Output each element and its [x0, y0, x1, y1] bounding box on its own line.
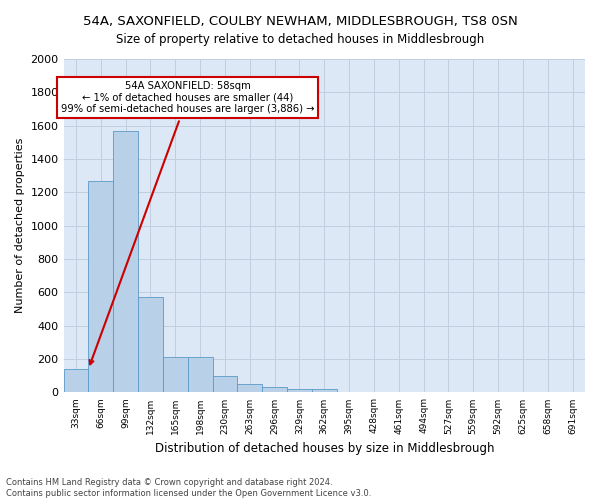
Bar	[188, 356, 212, 392]
Bar	[287, 389, 312, 392]
Bar	[138, 298, 163, 392]
Bar	[88, 180, 113, 392]
Bar	[262, 388, 287, 392]
X-axis label: Distribution of detached houses by size in Middlesbrough: Distribution of detached houses by size …	[155, 442, 494, 455]
Text: 54A, SAXONFIELD, COULBY NEWHAM, MIDDLESBROUGH, TS8 0SN: 54A, SAXONFIELD, COULBY NEWHAM, MIDDLESB…	[83, 15, 517, 28]
Text: 54A SAXONFIELD: 58sqm
← 1% of detached houses are smaller (44)
99% of semi-detac: 54A SAXONFIELD: 58sqm ← 1% of detached h…	[61, 80, 314, 364]
Text: Contains HM Land Registry data © Crown copyright and database right 2024.
Contai: Contains HM Land Registry data © Crown c…	[6, 478, 371, 498]
Bar	[212, 376, 238, 392]
Bar	[238, 384, 262, 392]
Bar	[113, 130, 138, 392]
Y-axis label: Number of detached properties: Number of detached properties	[15, 138, 25, 314]
Bar	[163, 356, 188, 392]
Text: Size of property relative to detached houses in Middlesbrough: Size of property relative to detached ho…	[116, 32, 484, 46]
Bar	[64, 369, 88, 392]
Bar	[312, 389, 337, 392]
